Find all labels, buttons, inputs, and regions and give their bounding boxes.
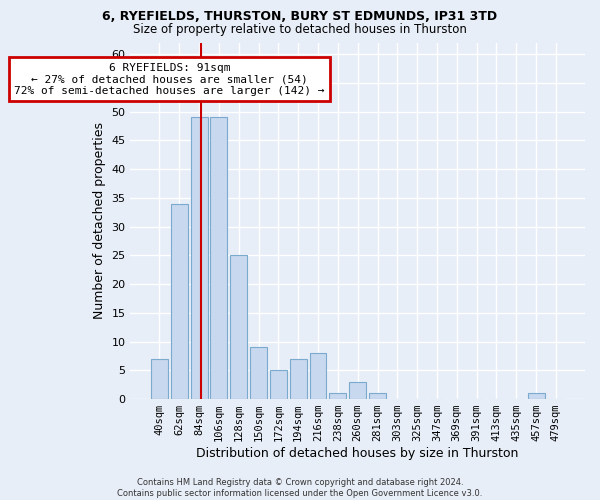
Text: 6, RYEFIELDS, THURSTON, BURY ST EDMUNDS, IP31 3TD: 6, RYEFIELDS, THURSTON, BURY ST EDMUNDS,… xyxy=(103,10,497,23)
Bar xyxy=(211,118,227,399)
Y-axis label: Number of detached properties: Number of detached properties xyxy=(93,122,106,320)
Bar xyxy=(369,394,386,399)
Bar xyxy=(270,370,287,399)
Bar xyxy=(230,256,247,399)
Text: Size of property relative to detached houses in Thurston: Size of property relative to detached ho… xyxy=(133,22,467,36)
Bar xyxy=(171,204,188,399)
Text: 6 RYEFIELDS: 91sqm
← 27% of detached houses are smaller (54)
72% of semi-detache: 6 RYEFIELDS: 91sqm ← 27% of detached hou… xyxy=(14,62,325,96)
Text: Contains HM Land Registry data © Crown copyright and database right 2024.
Contai: Contains HM Land Registry data © Crown c… xyxy=(118,478,482,498)
Bar xyxy=(151,359,168,399)
Bar xyxy=(527,394,545,399)
Bar xyxy=(290,359,307,399)
Bar xyxy=(310,353,326,399)
Bar xyxy=(349,382,366,399)
Bar xyxy=(250,348,267,399)
X-axis label: Distribution of detached houses by size in Thurston: Distribution of detached houses by size … xyxy=(196,447,519,460)
Bar xyxy=(329,394,346,399)
Bar xyxy=(191,118,208,399)
